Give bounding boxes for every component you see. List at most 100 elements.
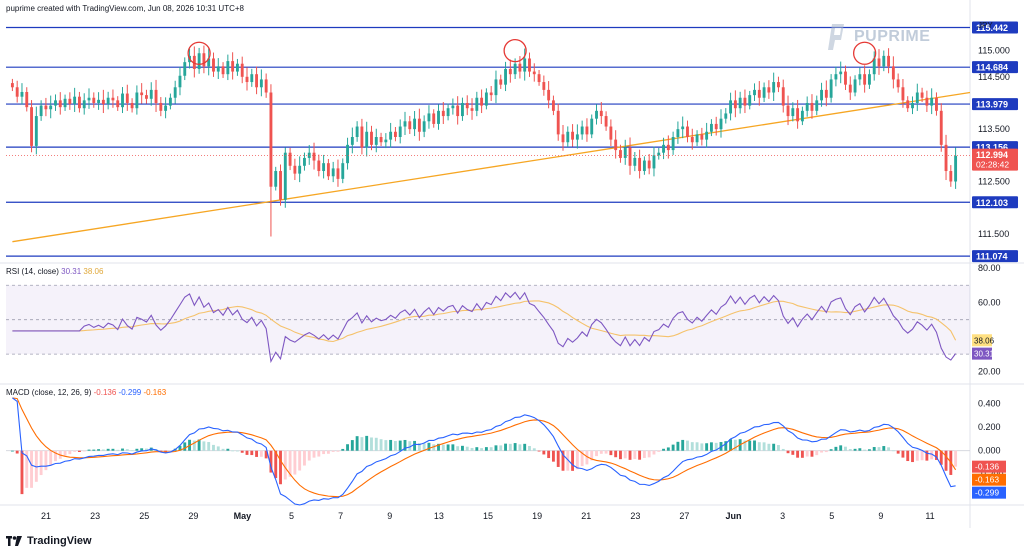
- candle-body: [39, 105, 43, 117]
- candle-body: [499, 79, 503, 85]
- candle-body: [441, 110, 445, 117]
- candle-body: [628, 147, 632, 166]
- macd-histogram-bar: [470, 447, 474, 451]
- macd-histogram-bar: [216, 446, 220, 451]
- macd-histogram-bar: [753, 440, 756, 451]
- candle-body: [642, 160, 646, 172]
- macd-histogram-bar: [360, 437, 364, 451]
- macd-histogram-bar: [815, 450, 819, 456]
- candle-body: [709, 123, 713, 132]
- macd-histogram-bar: [743, 440, 747, 451]
- candle-body: [551, 100, 555, 111]
- candle-body: [245, 76, 249, 83]
- candle-body: [178, 75, 182, 88]
- macd-line: [12, 397, 956, 506]
- macd-line-legend-value: -0.299: [118, 388, 142, 397]
- price-tick-label: 111.500: [978, 229, 1009, 239]
- candle-body: [815, 100, 819, 111]
- candle-body: [863, 74, 867, 85]
- macd-histogram-bar: [575, 450, 579, 470]
- candle-body: [786, 105, 790, 117]
- candle-body: [753, 89, 756, 96]
- macd-histogram-bar: [642, 450, 646, 458]
- candle-body: [360, 126, 364, 148]
- candle-body: [34, 116, 38, 146]
- macd-histogram-bar: [523, 443, 527, 451]
- candle-body: [733, 100, 737, 109]
- time-tick-label: 27: [679, 511, 689, 521]
- price-tick-label: 114.500: [978, 72, 1010, 82]
- macd-histogram-bar: [777, 445, 780, 451]
- macd-histogram-bar: [805, 450, 809, 457]
- candle-body: [393, 131, 397, 137]
- macd-histogram-bar: [834, 446, 838, 451]
- candle-body: [422, 121, 426, 132]
- candle-body: [619, 150, 622, 158]
- candle-body: [326, 163, 330, 177]
- macd-histogram-bar: [504, 443, 507, 451]
- macd-histogram-bar: [279, 450, 282, 485]
- highlight-circle: [187, 41, 211, 65]
- macd-histogram-bar: [820, 450, 823, 453]
- macd-histogram-bar: [709, 442, 713, 451]
- tradingview-logo: TradingView: [6, 535, 92, 547]
- candle-body: [154, 89, 158, 103]
- macd-histogram-bar: [77, 450, 81, 452]
- macd-histogram-bar: [68, 450, 72, 455]
- macd-signal-line: [12, 397, 957, 498]
- level-price-label: 112.103: [976, 198, 1008, 208]
- candle-body: [820, 89, 823, 101]
- candle-body: [355, 126, 359, 137]
- candle-body: [575, 134, 579, 140]
- candle-body: [264, 79, 268, 93]
- macd-histogram-bar: [590, 450, 594, 461]
- candle-body: [829, 79, 833, 98]
- time-tick-label: 13: [434, 511, 444, 521]
- macd-histogram-bar: [226, 448, 230, 451]
- macd-histogram-bar: [403, 439, 407, 451]
- macd-histogram-bar: [73, 450, 77, 452]
- candle-body: [599, 110, 603, 117]
- time-tick-label: 15: [483, 511, 493, 521]
- macd-histogram-bar: [935, 450, 938, 460]
- macd-histogram-bar: [939, 450, 943, 465]
- macd-histogram-bar: [389, 439, 393, 451]
- candle-body: [121, 93, 124, 108]
- puprime-logo-icon: [828, 24, 844, 50]
- macd-histogram-bar: [767, 443, 771, 451]
- candle-body: [700, 134, 704, 140]
- macd-histogram-bar: [255, 450, 259, 457]
- candle-body: [212, 58, 215, 72]
- macd-histogram-bar: [116, 449, 120, 451]
- macd-histogram-bar: [317, 450, 321, 457]
- macd-histogram-bar: [341, 448, 345, 451]
- candle-body: [44, 105, 48, 110]
- candle-body: [82, 100, 86, 109]
- candle-body: [939, 110, 943, 145]
- macd-histogram-bar: [259, 450, 263, 457]
- tradingview-logo-icon: [6, 536, 22, 546]
- candle-body: [518, 63, 522, 72]
- macd-histogram-bar: [690, 442, 694, 451]
- macd-histogram-bar: [197, 439, 201, 451]
- macd-histogram-bar: [34, 450, 38, 482]
- puprime-watermark: PUPRIME: [826, 22, 930, 52]
- candle-body: [590, 118, 594, 135]
- highlight-circle: [852, 41, 877, 65]
- rsi-tick-label: 60.00: [978, 297, 1001, 307]
- candle-body: [915, 92, 919, 103]
- candle-body: [767, 87, 771, 93]
- candle-body: [604, 116, 608, 127]
- candle-body: [872, 58, 876, 75]
- candle-body: [671, 137, 675, 151]
- candle-body: [844, 71, 847, 85]
- candle-body: [255, 74, 259, 88]
- macd-histogram-bar: [44, 450, 48, 471]
- macd-histogram-bar: [446, 444, 450, 451]
- macd-legend: MACD (close, 12, 26, 9) -0.136 -0.299 -0…: [6, 388, 166, 397]
- macd-histogram-bar: [887, 447, 891, 451]
- macd-histogram-bar: [609, 450, 613, 456]
- candle-body: [250, 74, 254, 83]
- candle-body: [647, 160, 651, 169]
- candle-body: [748, 95, 752, 106]
